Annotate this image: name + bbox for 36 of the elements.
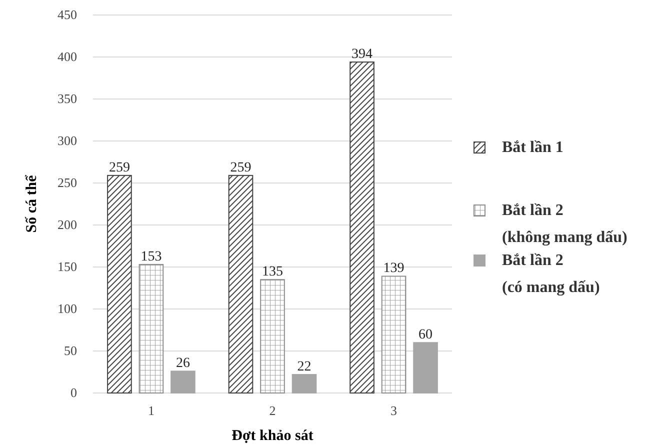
x-tick-label: 1 [148, 403, 154, 418]
legend-label: Bắt lần 1 [502, 139, 564, 156]
data-label: 394 [352, 47, 373, 62]
bar [138, 264, 164, 394]
bar [107, 174, 132, 394]
data-label: 139 [383, 261, 404, 276]
data-label: 259 [108, 160, 130, 176]
x-tick-label: 3 [390, 403, 398, 418]
y-tick-label: 250 [58, 175, 77, 190]
y-tick-label: 100 [58, 301, 77, 316]
bar [381, 276, 406, 394]
bar [170, 370, 196, 394]
data-label: 26 [176, 356, 190, 372]
y-tick-label: 50 [64, 343, 77, 358]
data-label: 60 [418, 328, 433, 343]
legend-label: Bắt lần 2 (không mang dấu) [502, 202, 628, 246]
y-axis-title: Số cá thể [24, 174, 40, 233]
bar [350, 62, 374, 394]
bar [228, 174, 254, 394]
x-tick-label: 2 [269, 403, 276, 418]
data-label: 153 [140, 249, 162, 264]
y-tick-label: 400 [58, 49, 77, 64]
legend-label: Bắt lần 2 (có mang dấu) [502, 252, 600, 296]
data-label: 259 [230, 160, 252, 176]
y-tick-label: 450 [58, 7, 77, 22]
y-tick-label: 350 [58, 91, 77, 106]
bar [413, 342, 438, 394]
y-tick-label: 300 [58, 133, 77, 148]
data-label: 135 [262, 264, 283, 280]
y-tick-label: 150 [58, 259, 77, 274]
x-axis-title: Đợt khảo sát [232, 428, 314, 444]
y-tick-label: 0 [70, 385, 77, 400]
y-tick-label: 200 [58, 217, 77, 232]
bar [292, 374, 317, 394]
bar [260, 279, 285, 394]
data-label: 22 [297, 360, 312, 375]
